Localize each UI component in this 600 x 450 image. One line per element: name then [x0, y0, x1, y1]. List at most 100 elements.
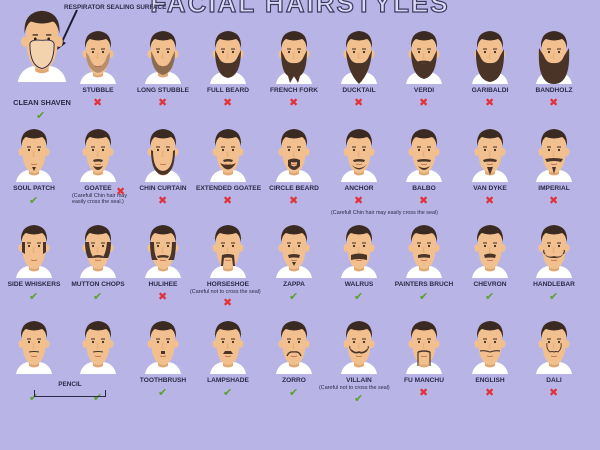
- face-illustration: [402, 316, 446, 379]
- face-illustration: [206, 124, 250, 187]
- style-label: STUBBLE: [82, 87, 114, 94]
- respirator-callout-label: RESPIRATOR SEALING SURFACE: [64, 4, 167, 11]
- style-label: MUTTON CHOPS: [71, 281, 125, 288]
- face-illustration: [532, 124, 576, 187]
- face-illustration: [141, 26, 185, 89]
- face-illustration: [532, 316, 576, 379]
- face-illustration: [532, 220, 576, 283]
- face-illustration: [272, 124, 316, 187]
- check-icon: ✔: [354, 290, 364, 303]
- pencil-label: PENCIL: [58, 381, 82, 388]
- x-icon: ✖: [549, 194, 559, 207]
- style-label: ZAPPA: [283, 281, 305, 288]
- face-illustration: [272, 220, 316, 283]
- x-icon: ✖: [354, 96, 364, 109]
- face-illustration: [337, 26, 381, 89]
- face-illustration: [206, 220, 250, 283]
- check-icon: ✔: [289, 290, 299, 303]
- x-icon: ✖: [419, 194, 429, 207]
- face-illustration: [272, 316, 316, 379]
- face-illustration: [468, 220, 512, 283]
- x-icon: ✖: [223, 96, 233, 109]
- style-note: (Careful not to cross the seal): [319, 385, 390, 391]
- style-note: (Carefull Chin hair may easily cross the…: [72, 193, 128, 206]
- style-label: TOOTHBRUSH: [139, 377, 187, 384]
- style-label: FRENCH FORK: [270, 87, 318, 94]
- x-icon: ✖: [93, 96, 103, 109]
- check-icon: ✔: [354, 392, 364, 405]
- face-illustration: [272, 26, 316, 89]
- style-label: CLEAN SHAVEN: [13, 98, 71, 107]
- face-illustration: [468, 124, 512, 187]
- style-label: PAINTERS BRUCH: [394, 281, 454, 288]
- style-label: CIRCLE BEARD: [269, 185, 319, 192]
- style-label: LONG STUBBLE: [136, 87, 190, 94]
- chart-title: FACIAL HAIRSTYLES: [150, 0, 450, 19]
- style-label: CHEVRON: [473, 281, 507, 288]
- style-label: BANDHOLZ: [535, 87, 573, 94]
- face-illustration: [12, 124, 56, 187]
- style-label: GARIBALDI: [471, 87, 509, 94]
- style-label: DUCKTAIL: [342, 87, 376, 94]
- style-note: (Careful not to cross the seal): [190, 289, 261, 295]
- x-icon: ✖: [223, 194, 233, 207]
- check-icon: ✔: [36, 109, 46, 122]
- check-icon: ✔: [29, 194, 39, 207]
- x-icon: ✖: [549, 96, 559, 109]
- style-label: DALI: [546, 377, 562, 384]
- x-icon: ✖: [354, 194, 364, 207]
- face-illustration: [402, 220, 446, 283]
- face-illustration: [141, 220, 185, 283]
- check-icon: ✔: [485, 290, 495, 303]
- style-label: BALBO: [412, 185, 436, 192]
- x-icon: ✖: [289, 194, 299, 207]
- style-label: ENGLISH: [475, 377, 505, 384]
- style-label: FU MANCHU: [404, 377, 444, 384]
- x-icon: ✖: [289, 96, 299, 109]
- pencil-bracket: [34, 390, 106, 397]
- x-icon: ✖: [158, 194, 168, 207]
- style-label: ANCHOR: [344, 185, 374, 192]
- x-icon: ✖: [419, 386, 429, 399]
- x-icon: ✖: [485, 386, 495, 399]
- style-label: VAN DYKE: [473, 185, 507, 192]
- face-illustration: [337, 316, 381, 379]
- check-icon: ✔: [223, 386, 233, 399]
- check-icon: ✔: [29, 290, 39, 303]
- check-icon: ✔: [158, 386, 168, 399]
- style-label: WALRUS: [344, 281, 374, 288]
- check-icon: ✔: [29, 391, 39, 404]
- check-icon: ✔: [93, 290, 103, 303]
- face-illustration: [12, 4, 72, 87]
- style-label: FULL BEARD: [206, 87, 249, 94]
- check-icon: ✔: [419, 290, 429, 303]
- style-label: HANDLEBAR: [533, 281, 575, 288]
- face-illustration: [337, 124, 381, 187]
- check-icon: ✔: [289, 386, 299, 399]
- style-label: IMPERIAL: [538, 185, 570, 192]
- style-label: HORSESHOE: [206, 281, 250, 288]
- face-illustration: [402, 26, 446, 89]
- x-icon: ✖: [158, 290, 168, 303]
- style-label: SIDE WHISKERS: [7, 281, 61, 288]
- x-icon: ✖: [549, 386, 559, 399]
- x-icon: ✖: [485, 194, 495, 207]
- face-illustration: [402, 124, 446, 187]
- check-icon: ✔: [93, 391, 103, 404]
- face-illustration: [206, 26, 250, 89]
- face-illustration: [76, 220, 120, 283]
- style-label: LAMPSHADE: [207, 377, 249, 384]
- x-icon: ✖: [116, 185, 126, 198]
- anchor-balbo-note: (Carefull Chin hair may easily cross the…: [331, 210, 438, 216]
- face-illustration: [468, 26, 512, 89]
- face-illustration: [76, 316, 120, 379]
- face-illustration: [141, 124, 185, 187]
- style-label: HULIHEE: [148, 281, 178, 288]
- face-illustration: [337, 220, 381, 283]
- face-illustration: [76, 26, 120, 89]
- x-icon: ✖: [485, 96, 495, 109]
- style-label: SOUL PATCH: [13, 185, 55, 192]
- x-icon: ✖: [158, 96, 168, 109]
- check-icon: ✔: [549, 290, 559, 303]
- face-illustration: [206, 316, 250, 379]
